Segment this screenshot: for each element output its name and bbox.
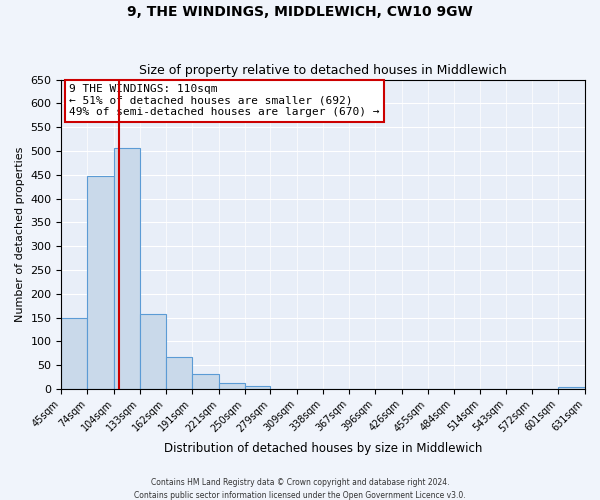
Bar: [61, 318, 88, 389]
Bar: [114, 148, 140, 389]
Bar: [245, 386, 271, 389]
Text: Contains HM Land Registry data © Crown copyright and database right 2024.
Contai: Contains HM Land Registry data © Crown c…: [134, 478, 466, 500]
Bar: [166, 357, 192, 389]
Text: 9 THE WINDINGS: 110sqm
← 51% of detached houses are smaller (692)
49% of semi-de: 9 THE WINDINGS: 110sqm ← 51% of detached…: [69, 84, 380, 117]
Bar: [140, 314, 166, 389]
Bar: [192, 374, 218, 389]
Bar: [558, 387, 585, 389]
Y-axis label: Number of detached properties: Number of detached properties: [15, 146, 25, 322]
Title: Size of property relative to detached houses in Middlewich: Size of property relative to detached ho…: [139, 64, 507, 77]
Bar: [88, 176, 114, 389]
Text: 9, THE WINDINGS, MIDDLEWICH, CW10 9GW: 9, THE WINDINGS, MIDDLEWICH, CW10 9GW: [127, 5, 473, 19]
Bar: [218, 383, 245, 389]
X-axis label: Distribution of detached houses by size in Middlewich: Distribution of detached houses by size …: [164, 442, 482, 455]
